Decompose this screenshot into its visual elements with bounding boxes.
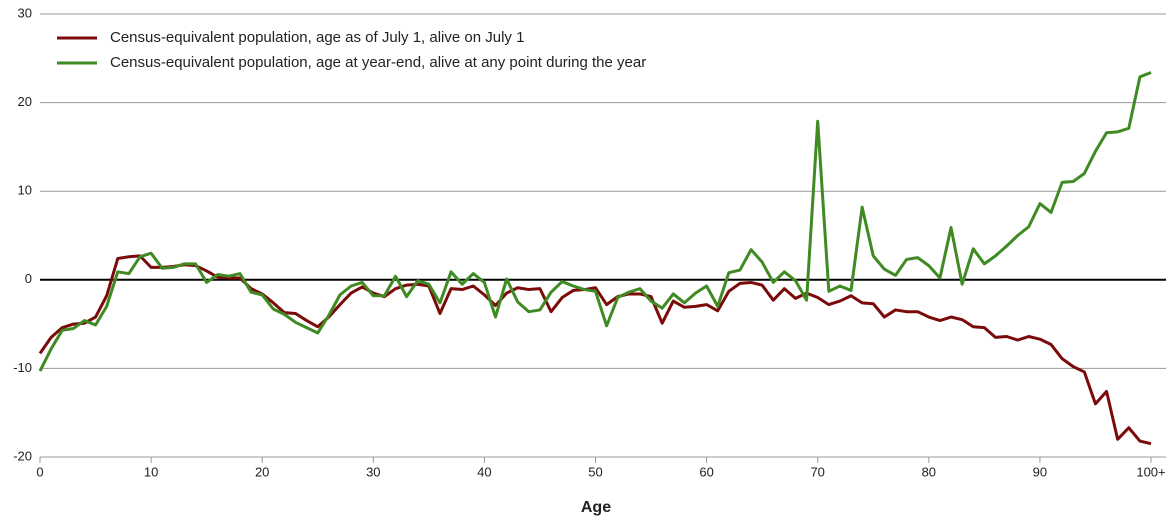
x-tick-label: 20 bbox=[255, 464, 269, 479]
legend-text: Census-equivalent population, age as of … bbox=[110, 29, 524, 46]
x-tick-label: 50 bbox=[588, 464, 602, 479]
y-tick-label: -20 bbox=[13, 448, 32, 463]
x-tick-label: 100+ bbox=[1136, 464, 1165, 479]
x-tick-label: 0 bbox=[36, 464, 43, 479]
y-tick-label: 20 bbox=[18, 94, 32, 109]
y-tick-label: 0 bbox=[25, 271, 32, 286]
x-tick-label: 80 bbox=[922, 464, 936, 479]
series-line bbox=[38, 71, 1152, 372]
x-tick-label: 70 bbox=[810, 464, 824, 479]
series-line bbox=[38, 254, 1152, 446]
x-tick-label: 30 bbox=[366, 464, 380, 479]
x-axis-label: Age bbox=[581, 499, 611, 516]
x-tick-label: 90 bbox=[1033, 464, 1047, 479]
x-tick-label: 40 bbox=[477, 464, 491, 479]
y-tick-label: 10 bbox=[18, 183, 32, 198]
y-tick-label: 30 bbox=[18, 5, 32, 20]
legend-text: Census-equivalent population, age at yea… bbox=[110, 54, 646, 71]
x-tick-label: 10 bbox=[144, 464, 158, 479]
y-tick-label: -10 bbox=[13, 360, 32, 375]
x-tick-label: 60 bbox=[699, 464, 713, 479]
